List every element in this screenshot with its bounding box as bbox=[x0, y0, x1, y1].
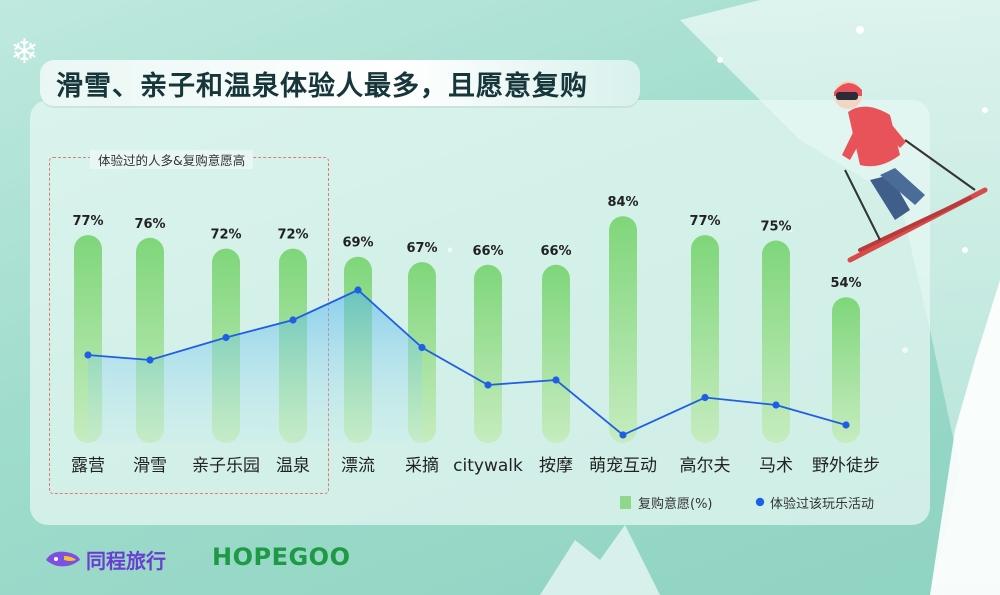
category-label: 温泉 bbox=[276, 456, 310, 476]
category-label: 野外徒步 bbox=[812, 456, 880, 476]
bar-萌宠互动 bbox=[609, 216, 637, 443]
bar-value-label: 75% bbox=[760, 220, 791, 235]
title-bar bbox=[40, 60, 640, 106]
legend-bar-label: 复购意愿(%) bbox=[638, 496, 713, 512]
line-point-马术 bbox=[772, 401, 780, 409]
line-point-高尔夫 bbox=[701, 393, 709, 402]
category-label: 马术 bbox=[759, 456, 793, 476]
line-point-滑雪 bbox=[146, 356, 154, 364]
line-point-按摩 bbox=[552, 376, 560, 384]
bar-value-label: 66% bbox=[540, 244, 571, 259]
bar-value-label: 67% bbox=[406, 241, 437, 256]
line-point-温泉 bbox=[289, 316, 297, 324]
legend-line-label: 体验过该玩乐活动 bbox=[770, 496, 874, 512]
bar-value-label: 72% bbox=[277, 228, 308, 243]
legend-bar-swatch bbox=[620, 496, 631, 509]
bar-高尔夫 bbox=[691, 235, 719, 443]
bar-value-label: 72% bbox=[210, 228, 241, 243]
tongcheng-logo-icon bbox=[46, 551, 80, 567]
chart-title: 滑雪、亲子和温泉体验人最多，且愿意复购 bbox=[56, 71, 588, 102]
tongcheng-logo-text: 同程旅行 bbox=[86, 549, 166, 573]
category-label: citywalk bbox=[453, 456, 523, 476]
category-label: 萌宠互动 bbox=[589, 456, 657, 476]
category-label: 漂流 bbox=[341, 456, 375, 476]
bar-citywalk bbox=[474, 264, 502, 443]
bar-value-label: 69% bbox=[342, 236, 373, 251]
snowflake-icon: ❄ bbox=[10, 32, 39, 72]
bar-value-label: 77% bbox=[72, 214, 103, 229]
skier-illustration bbox=[834, 81, 988, 263]
category-label: 亲子乐园 bbox=[192, 456, 260, 476]
bar-马术 bbox=[762, 240, 790, 443]
category-label: 采摘 bbox=[405, 456, 439, 476]
bar-按摩 bbox=[542, 264, 570, 443]
bar-value-label: 54% bbox=[830, 276, 861, 291]
category-label: 滑雪 bbox=[133, 456, 167, 476]
line-point-采摘 bbox=[418, 343, 426, 352]
line-point-萌宠互动 bbox=[619, 431, 627, 439]
line-area-fill bbox=[88, 290, 422, 443]
bar-value-label: 76% bbox=[134, 217, 165, 232]
category-label: 高尔夫 bbox=[680, 456, 731, 476]
legend-line-swatch bbox=[755, 497, 765, 507]
bar-value-label: 66% bbox=[472, 244, 503, 259]
bar-value-label: 84% bbox=[607, 195, 638, 210]
line-point-亲子乐园 bbox=[222, 333, 230, 342]
category-label: 露营 bbox=[71, 456, 105, 476]
line-point-露营 bbox=[84, 351, 92, 359]
bar-野外徒步 bbox=[832, 297, 860, 443]
highlight-label: 体验过的人多&复购意愿高 bbox=[90, 150, 254, 169]
line-point-citywalk bbox=[484, 381, 492, 389]
hopegoo-logo: HOPEGOO bbox=[212, 543, 351, 571]
bar-value-label: 77% bbox=[689, 214, 720, 229]
line-series-path bbox=[87, 288, 847, 437]
line-point-漂流 bbox=[354, 286, 362, 294]
line-point-野外徒步 bbox=[842, 421, 850, 429]
category-label: 按摩 bbox=[539, 456, 573, 476]
